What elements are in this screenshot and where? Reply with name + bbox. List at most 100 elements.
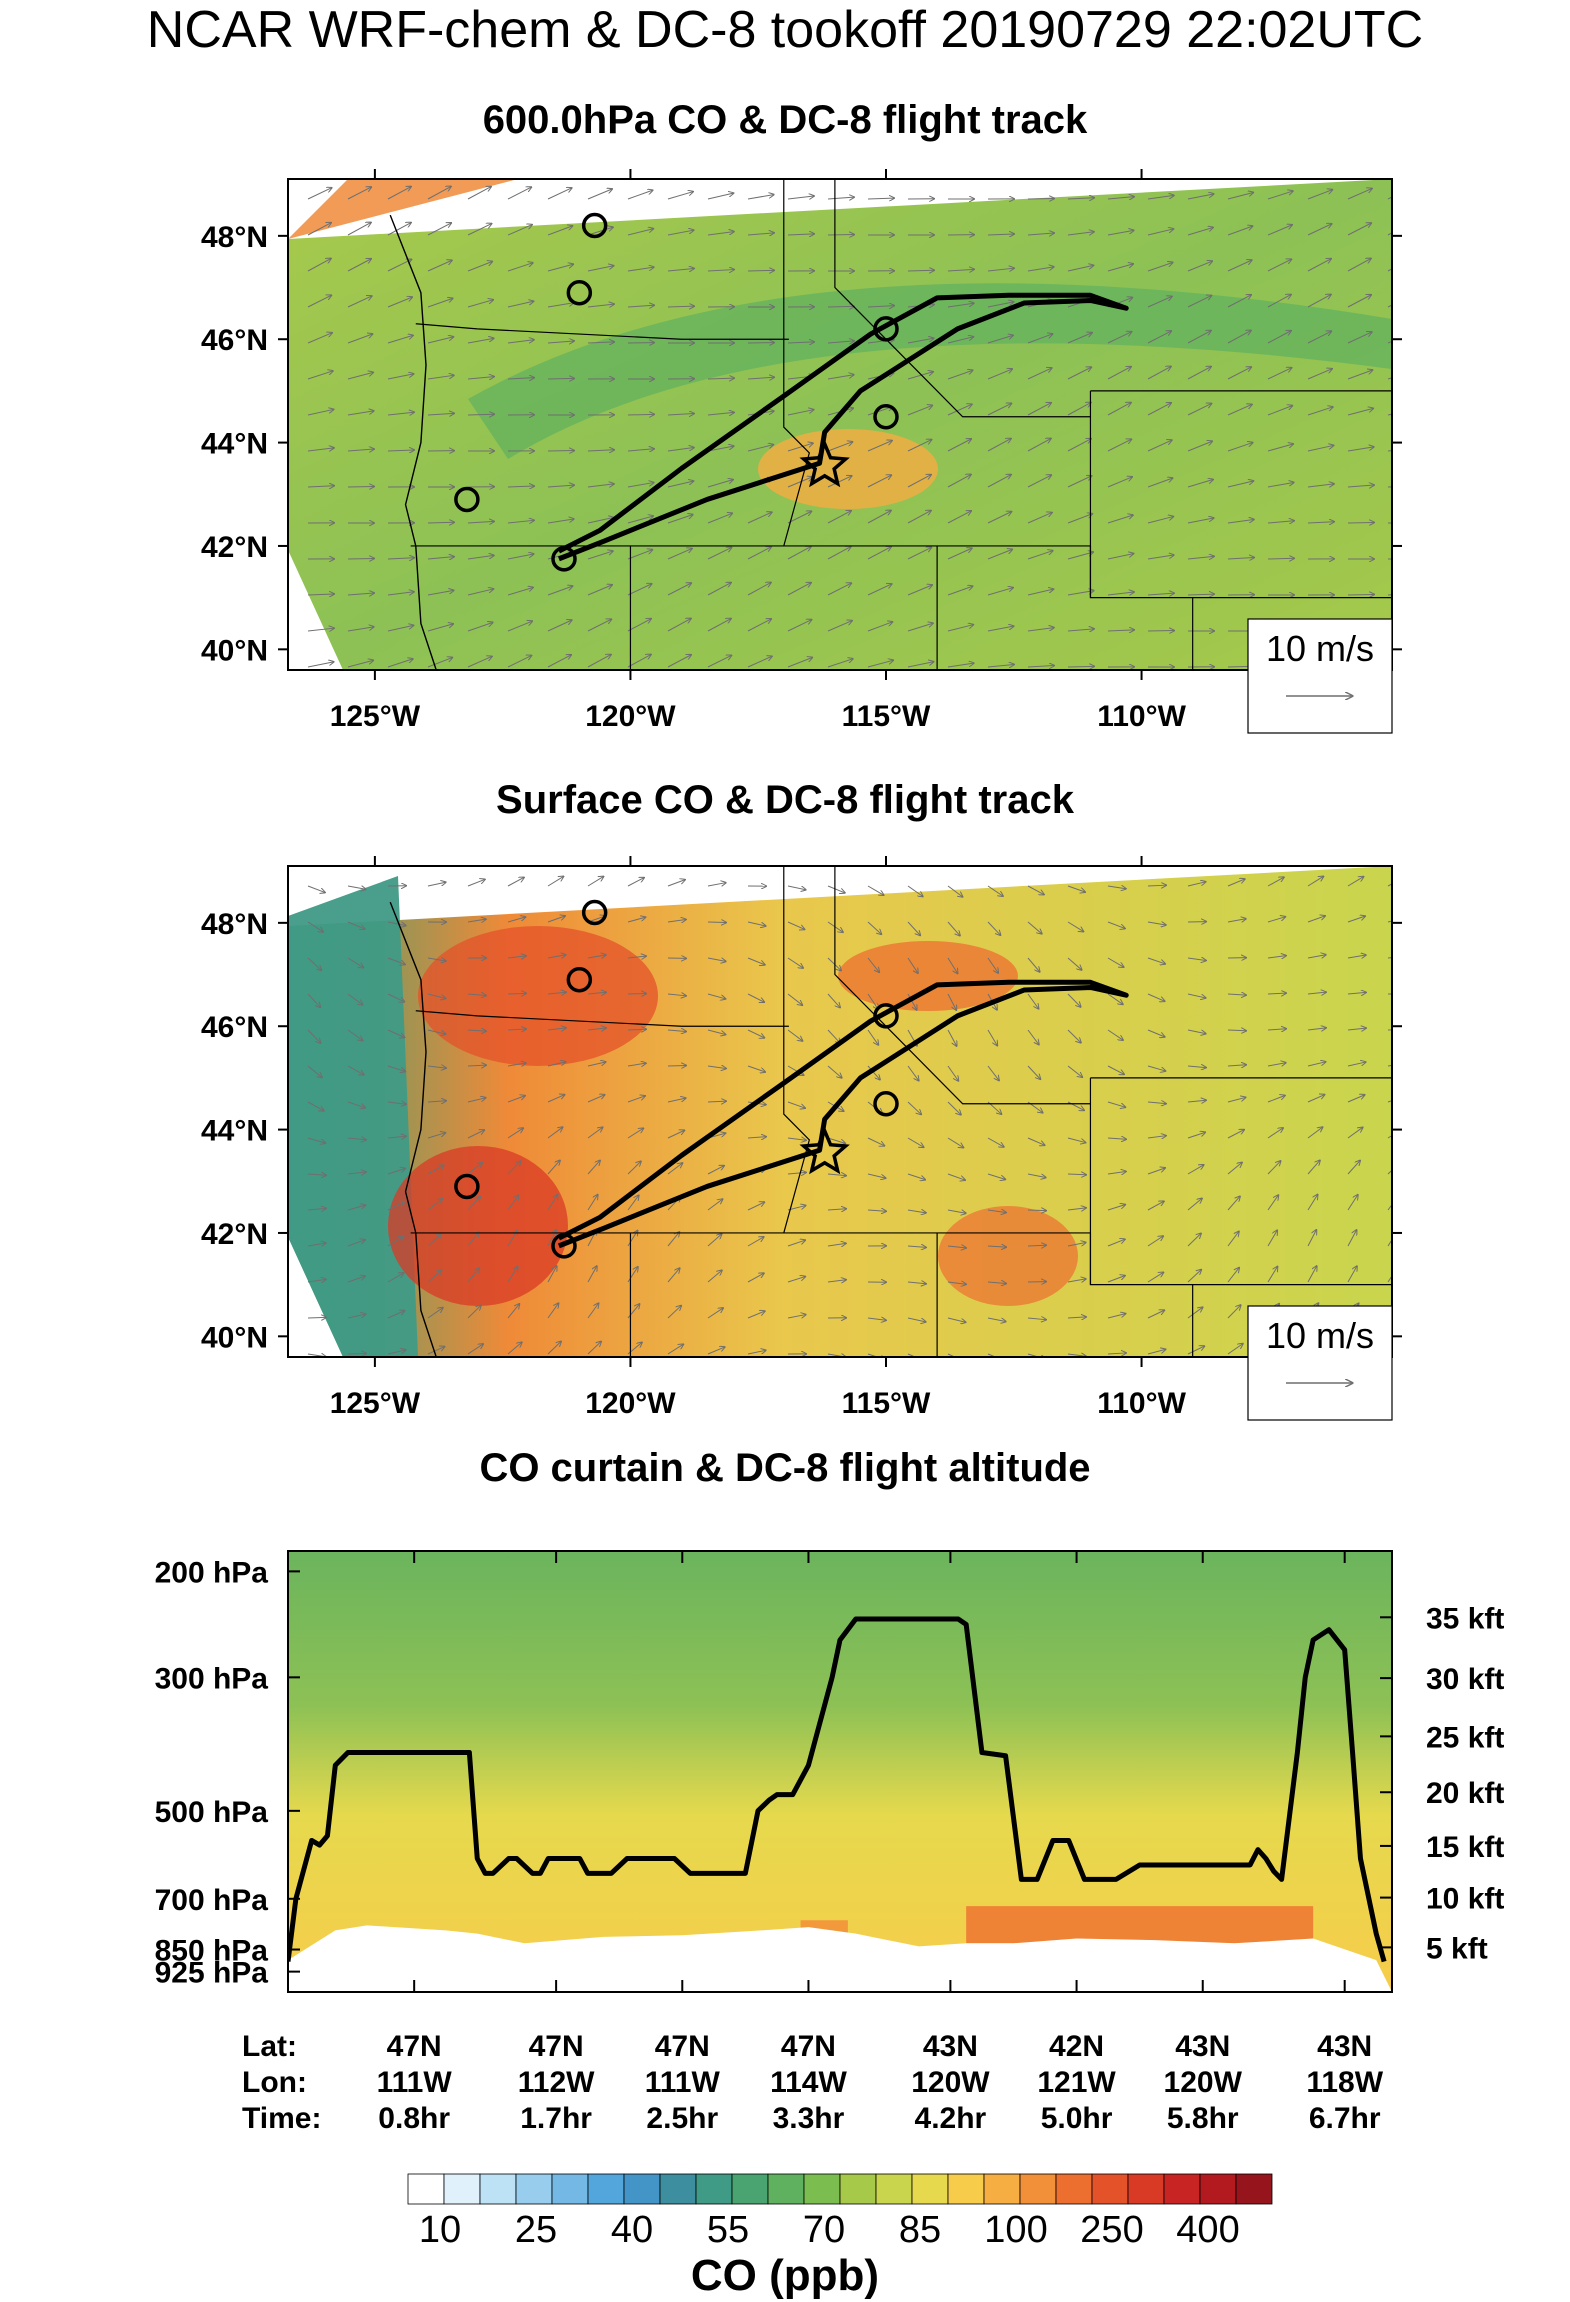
wind-vector <box>1027 1318 1046 1320</box>
wind-vector <box>1147 593 1174 595</box>
wind-vector <box>1067 1354 1086 1356</box>
colorbar-tick-label: 25 <box>515 2209 557 2251</box>
wind-vector <box>1067 1029 1081 1043</box>
wind-vector <box>1227 226 1252 236</box>
wind-vector <box>387 1136 406 1138</box>
wind-vector <box>667 880 685 887</box>
colorbar-tick-label: 100 <box>984 2209 1047 2251</box>
wind-vector <box>1347 189 1372 200</box>
wind-vector <box>907 1065 919 1081</box>
co-hotspot-1 <box>418 926 658 1066</box>
wind-vector <box>787 547 811 560</box>
co-plume <box>288 179 518 239</box>
wind-vector <box>707 583 731 596</box>
wind-vector <box>1027 1137 1045 1145</box>
colorbar: 10 25 40 55 70 85 100 250 400 CO (ppb) <box>407 2173 1273 2300</box>
co-band-green <box>468 283 1392 459</box>
wind-vector <box>427 1029 446 1034</box>
wind-vector <box>1347 1230 1357 1247</box>
colorbar-tick-label: 400 <box>1176 2209 1239 2251</box>
wind-vector <box>627 1128 643 1139</box>
wind-vector <box>1107 1029 1123 1040</box>
wind-vector <box>907 585 932 596</box>
wind-vector <box>1027 403 1051 416</box>
wind-vector <box>1347 1161 1360 1175</box>
wind-vector <box>627 584 651 596</box>
wind-vector <box>547 519 574 524</box>
wind-vector <box>1227 879 1245 887</box>
wind-vector <box>507 486 534 487</box>
row-label-lon: Lon: <box>242 2066 307 2099</box>
vector-legend-box <box>1247 1305 1393 1421</box>
wind-vector <box>507 656 531 668</box>
wind-vector <box>1347 1266 1357 1283</box>
wind-vector <box>1347 370 1372 380</box>
y-right-tick-label: 30 kft <box>1426 1663 1504 1696</box>
wind-vector <box>307 1279 326 1282</box>
wind-vector <box>787 957 803 968</box>
site-circle <box>581 212 608 239</box>
wind-vector <box>507 1096 525 1103</box>
wind-vector <box>1187 1346 1204 1355</box>
wind-vector <box>1147 1272 1163 1283</box>
wind-vector <box>307 1137 325 1143</box>
wind-vector <box>947 1065 958 1081</box>
wind-vector <box>747 1273 764 1283</box>
wind-vector <box>827 547 851 560</box>
wind-vector <box>347 1172 366 1174</box>
panel1-title: 600.0hPa CO & DC-8 flight track <box>482 98 1088 142</box>
wind-vector <box>987 439 1011 452</box>
wind-vector <box>1107 993 1123 1004</box>
wind-vector <box>1267 368 1291 380</box>
wind-vector <box>547 188 572 200</box>
state-border <box>415 1010 789 1027</box>
wind-vector <box>1307 1095 1324 1103</box>
wind-vector <box>1027 1245 1046 1246</box>
wind-vector <box>747 619 771 632</box>
wind-vector <box>947 1029 957 1046</box>
wind-vector <box>1387 957 1392 959</box>
wind-vector <box>467 919 486 922</box>
wind-vector <box>347 1138 366 1140</box>
wind-vector <box>667 1306 681 1319</box>
wind-vector <box>1067 1208 1086 1210</box>
wind-vector <box>387 659 413 668</box>
y-right-tick-label: 5 kft <box>1426 1932 1488 1965</box>
wind-vector <box>707 232 734 236</box>
wind-vector <box>787 234 814 235</box>
wind-vector <box>547 620 572 632</box>
colorbar-swatch <box>659 2173 697 2205</box>
wind-vector <box>427 337 453 344</box>
wind-vector <box>507 225 532 236</box>
wind-vector <box>1147 1349 1165 1355</box>
x-label-lon: 111W <box>377 2066 453 2099</box>
wind-vector <box>827 1174 846 1176</box>
wind-vector <box>1187 958 1206 961</box>
wind-vector <box>667 1268 680 1283</box>
wind-vector <box>987 1137 1004 1147</box>
vector-legend-label: 10 m/s <box>1266 628 1374 669</box>
wind-vector <box>1067 921 1083 931</box>
wind-vector <box>587 619 611 632</box>
wind-vector <box>587 655 611 668</box>
wind-vector <box>1307 331 1331 344</box>
colorbar-swatch <box>1235 2173 1273 2205</box>
wind-vector <box>627 449 654 451</box>
wind-vector <box>1227 367 1251 380</box>
wind-vector <box>427 522 454 523</box>
x-label-lon: 114W <box>770 2066 847 2099</box>
wind-vector <box>307 1317 326 1318</box>
wind-vector <box>587 266 613 272</box>
wind-vector <box>1307 407 1333 416</box>
flight-track <box>557 979 1129 1249</box>
wind-vector <box>587 227 613 236</box>
wind-vector <box>1187 194 1214 200</box>
wind-vector <box>907 440 931 452</box>
wind-vector <box>827 1209 846 1210</box>
wind-vector <box>987 1282 1006 1283</box>
wind-vector <box>1307 1230 1316 1247</box>
wind-vector <box>667 268 694 271</box>
wind-vector <box>747 957 765 965</box>
x-label-time: 5.0hr <box>1041 2102 1113 2135</box>
